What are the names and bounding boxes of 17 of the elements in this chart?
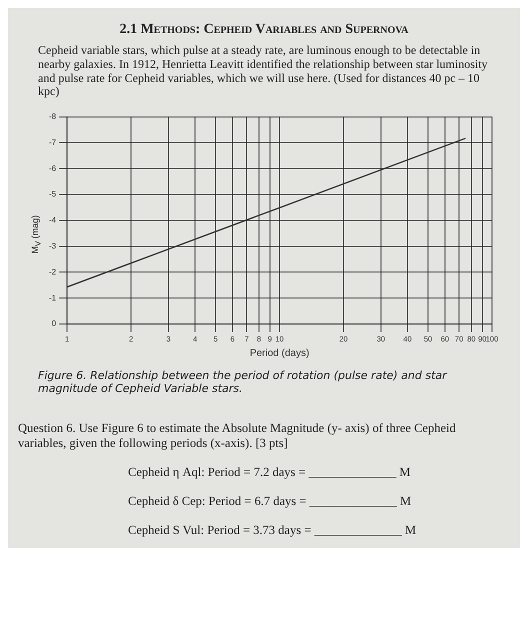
chart-title: 2.1 Methods: Cepheid Variables and Supernova: [118, 22, 410, 38]
caption: Figure 6. Relationship between the period of rotation (pulse rate) and star magnitude of Cepheid Variable stars.: [38, 369, 448, 396]
text: Cepheid S Vul: Period = 3.73 days = ______________ M: [128, 523, 418, 538]
y-tick-label: 0: [52, 319, 57, 328]
y-tick-label: -3: [48, 242, 57, 251]
chart-subtitle: Cepheid variable stars, which pulse at a steady rate, are luminous enough to be detectable in nearby galaxies. In 1912, Henrietta Leavitt identified the relationship between star luminosity and pulse rate for Cepheid variables, which we will use here. (Used for distances 40 pc – 10 kpc): [38, 43, 489, 100]
y-tick-label: -2: [48, 268, 57, 277]
text: Cepheid η Aql: Period = 7.2 days = ______________ M: [128, 465, 412, 480]
y-tick-label: -7: [48, 138, 57, 148]
y-tick-label: -8: [48, 112, 57, 122]
text: Question 6. Use Figure 6 to estimate the Absolute Magnitude (y- axis) of three Cepheid variables, given the following periods (x-axis). [3 pts]: [18, 421, 457, 452]
y-tick-label: -4: [48, 216, 57, 225]
y-tick-label: -5: [48, 190, 57, 199]
text: Cepheid δ Cep: Period = 6.7 days = ______________ M: [128, 494, 412, 510]
y-tick-label: -6: [48, 164, 57, 173]
x-axis-title: Period (days): [250, 348, 310, 359]
y-tick-label: -1: [48, 293, 57, 302]
